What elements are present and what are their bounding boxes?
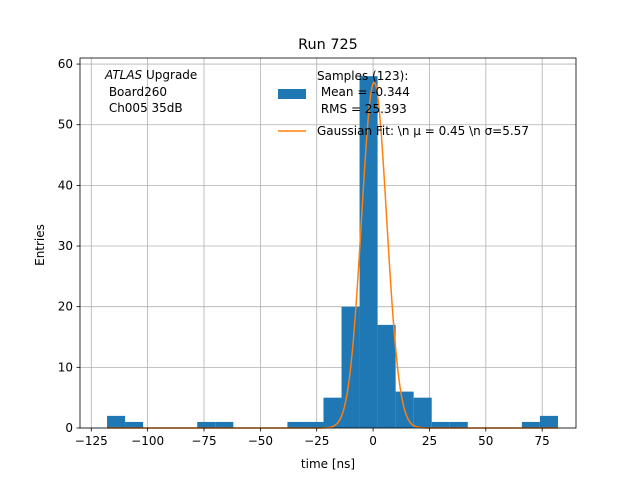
atlas-annotation: ATLAS Upgrade Board260 Ch005 35dB [104,68,197,115]
histogram-bar [323,397,342,428]
histogram-bar [215,421,234,428]
histogram-bar [521,421,540,428]
legend: Samples (123): Mean = -0.344 RMS = 25.39… [278,69,529,138]
y-axis-ticks: 0 10 20 30 40 50 60 [58,57,80,435]
annotation-channel: Ch005 35dB [105,101,183,115]
histogram-bar [449,421,468,428]
x-axis-ticks: −125 −100 −75 −50 −25 0 25 50 75 [75,428,550,448]
histogram-bar [107,415,126,428]
legend-samples-patch [278,89,306,99]
y-tick-label: 30 [58,239,73,253]
histogram-bars [107,76,558,429]
chart-title: Run 725 [298,37,358,53]
legend-samples-line-2: Mean = -0.344 [317,85,410,99]
legend-samples-line-1: Samples (123): [317,69,408,83]
histogram-bar [197,421,216,428]
x-tick-label: −125 [75,434,108,448]
x-axis-label: time [ns] [301,457,355,471]
x-tick-label: 0 [369,434,377,448]
y-tick-label: 20 [58,300,73,314]
x-tick-label: 50 [478,434,493,448]
plot-frame [79,57,577,429]
histogram-bar [287,421,306,428]
x-tick-label: 75 [535,434,550,448]
legend-samples-line-3: RMS = 25.393 [317,102,407,116]
histogram-bar [125,421,144,428]
y-tick-label: 10 [58,360,73,374]
y-axis-label: Entries [33,224,47,266]
x-tick-label: −75 [191,434,216,448]
histogram-bar [359,76,378,429]
x-tick-label: 25 [422,434,437,448]
x-tick-label: −50 [248,434,273,448]
histogram-bar [413,397,432,428]
histogram-bar [305,421,324,428]
histogram-bar [431,421,450,428]
y-tick-label: 0 [65,421,73,435]
x-tick-label: −25 [304,434,329,448]
annotation-board: Board260 [105,85,167,99]
histogram-bar [377,324,396,428]
x-tick-label: −100 [131,434,164,448]
y-tick-label: 50 [58,118,73,132]
y-tick-label: 60 [58,57,73,71]
legend-fit-label: Gaussian Fit: \n μ = 0.45 \n σ=5.57 [317,124,529,138]
axes-frame [79,57,577,429]
annotation-upgrade: Upgrade [142,68,197,82]
y-tick-label: 40 [58,178,73,192]
histogram-bar [539,415,558,428]
annotation-line-1: ATLAS Upgrade [104,68,197,82]
annotation-atlas: ATLAS [104,68,143,82]
